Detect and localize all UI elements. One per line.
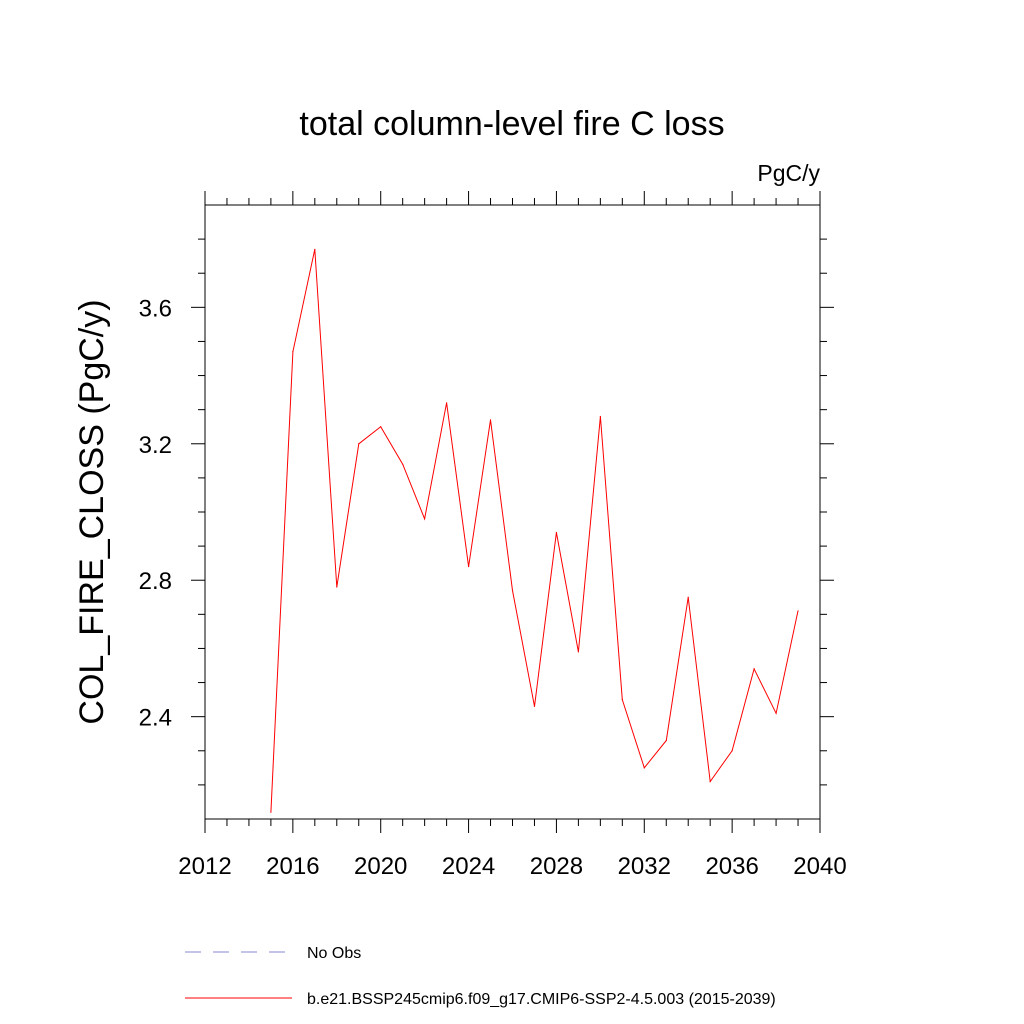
data-point — [446, 402, 448, 404]
data-point — [797, 610, 799, 612]
legend-label: No Obs — [307, 945, 361, 962]
data-point — [577, 651, 579, 653]
axes: 2012 2016 2020 2024 2028 2032 2036 2040 2.4 2.8 3.… — [139, 191, 847, 880]
data-point — [533, 705, 536, 708]
legend-label: b.e21.BSSP245cmip6.f09_g17.CMIP6-SSP2-4.… — [307, 991, 776, 1008]
data-point — [467, 565, 470, 568]
y-axis-label: COL_FIRE_CLOSS (PgC/y) — [73, 299, 111, 724]
data-point — [511, 589, 514, 592]
data-point — [753, 668, 755, 670]
x-tick-label: 2040 — [793, 853, 846, 880]
x-tick-label: 2028 — [530, 853, 583, 880]
data-point — [775, 712, 777, 714]
data-point — [292, 351, 294, 353]
data-point — [731, 750, 733, 752]
data-point — [643, 767, 645, 769]
y-tick-label: 3.2 — [139, 432, 172, 459]
data-point — [687, 596, 689, 598]
x-tick-label: 2016 — [266, 853, 319, 880]
chart-title: total column-level fire C loss — [299, 105, 724, 143]
x-tick-label: 2012 — [178, 853, 231, 880]
y-tick-label: 2.4 — [139, 705, 172, 732]
data-point — [314, 248, 316, 250]
x-tick-label: 2024 — [442, 853, 495, 880]
x-tick-label: 2020 — [354, 853, 407, 880]
data-point — [489, 419, 492, 421]
plot-frame — [204, 204, 821, 820]
data-point — [665, 739, 667, 742]
data-point — [599, 415, 601, 418]
data-point — [336, 586, 338, 588]
x-tick-label: 2032 — [618, 853, 671, 880]
y-tick-label: 2.8 — [139, 568, 172, 595]
data-point — [270, 811, 272, 813]
series-line — [270, 249, 799, 813]
units-label: PgC/y — [757, 160, 820, 186]
x-tick-label: 2036 — [705, 853, 758, 880]
data-point — [555, 531, 558, 534]
data-point — [380, 426, 382, 428]
series-layer — [270, 248, 799, 813]
data-point — [358, 443, 360, 445]
legend: No Obs b.e21.BSSP245cmip6.f09_g17.CMIP6-S… — [185, 945, 776, 1008]
data-point — [402, 463, 404, 465]
data-point — [424, 518, 426, 520]
data-point — [709, 780, 711, 783]
y-tick-label: 3.6 — [139, 295, 172, 322]
data-point — [621, 699, 623, 701]
